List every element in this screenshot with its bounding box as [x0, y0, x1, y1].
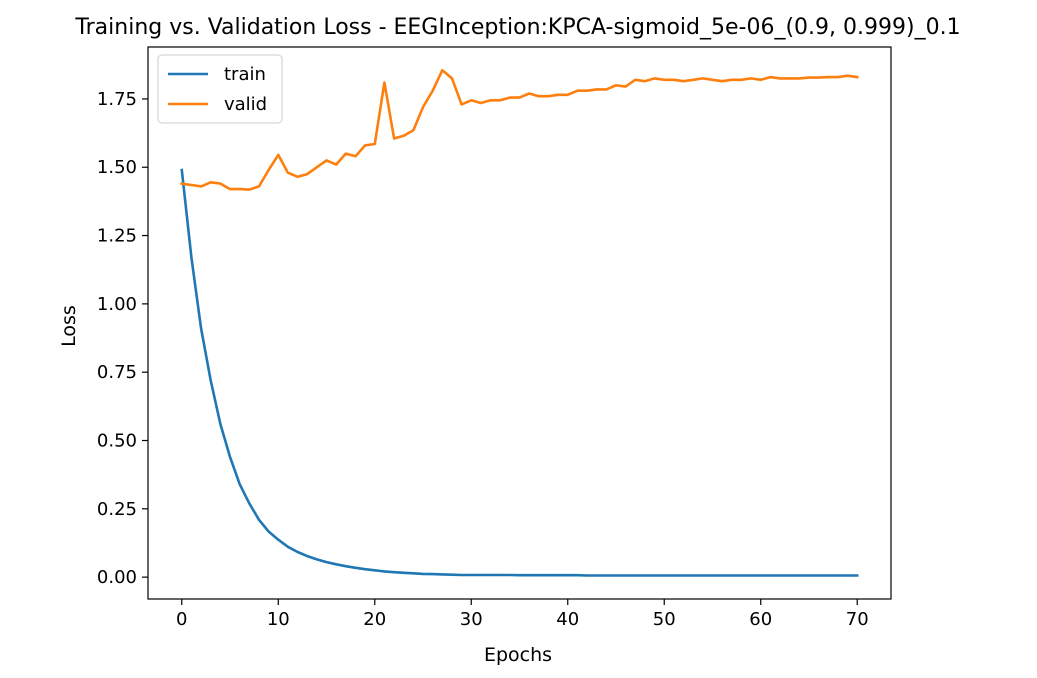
x-tick-label: 10 [267, 609, 290, 630]
y-axis-label: Loss [58, 305, 80, 347]
y-tick-label: 1.00 [97, 294, 137, 315]
legend-label-train: train [224, 64, 266, 85]
y-tick-label: 0.00 [97, 567, 137, 588]
plot-background [148, 47, 891, 599]
series-layer [180, 68, 859, 577]
y-tick-label: 0.50 [97, 431, 137, 452]
legend: train valid [157, 54, 283, 124]
x-tick-label: 50 [653, 609, 676, 630]
y-tick-label: 0.25 [97, 499, 137, 520]
axes-frame [147, 46, 892, 600]
y-axis: 0.00 0.25 0.50 0.75 1.00 1.25 1.50 1.75 [97, 89, 148, 588]
chart-title: Training vs. Validation Loss - EEGIncept… [74, 15, 960, 40]
x-tick-label: 70 [846, 609, 869, 630]
y-tick-label: 1.75 [97, 89, 137, 110]
series-line-train [180, 168, 859, 577]
x-tick-label: 40 [556, 609, 579, 630]
y-tick-label: 0.75 [97, 362, 137, 383]
y-tick-label: 1.25 [97, 226, 137, 247]
x-axis-label: Epochs [484, 644, 552, 666]
legend-box [157, 54, 283, 124]
x-tick-label: 20 [363, 609, 386, 630]
series-line-valid [180, 68, 859, 191]
legend-label-valid: valid [224, 94, 267, 115]
y-tick-label: 1.50 [97, 157, 137, 178]
x-tick-label: 30 [460, 609, 483, 630]
x-axis: 0 10 20 30 40 50 60 70 [176, 599, 869, 630]
plot-area [147, 46, 892, 600]
x-tick-label: 60 [749, 609, 772, 630]
x-tick-label: 0 [176, 609, 187, 630]
